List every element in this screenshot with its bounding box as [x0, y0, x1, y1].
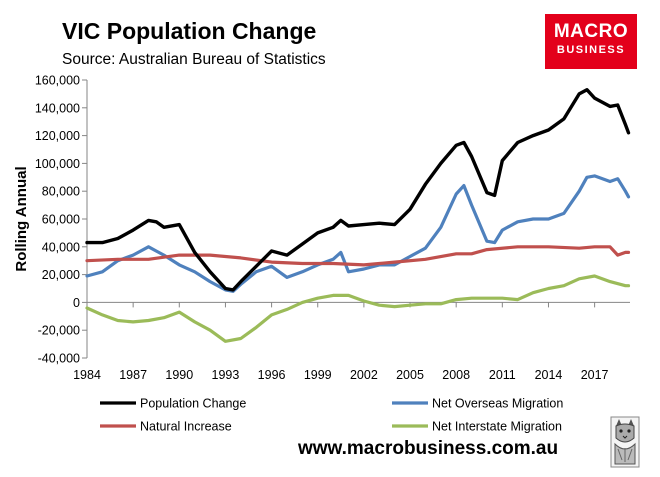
x-tick-label: 2017 — [581, 368, 609, 382]
y-tick-label: 80,000 — [42, 185, 80, 199]
population-change-line — [85, 87, 631, 292]
x-tick-label: 2011 — [489, 368, 516, 382]
y-tick-label: 0 — [73, 296, 80, 310]
x-tick-label: 1996 — [258, 368, 286, 382]
y-tick-label: 140,000 — [35, 101, 80, 115]
logo-line-1: MACRO — [553, 21, 629, 42]
y-axis-title: Rolling Annual — [13, 166, 30, 271]
y-tick-label: 20,000 — [42, 268, 80, 282]
y-tick-label: 40,000 — [42, 240, 80, 254]
x-tick-label: 2005 — [396, 368, 424, 382]
plot-area — [85, 87, 631, 343]
y-tick-label: -20,000 — [38, 324, 80, 338]
legend-label-population-change: Population Change — [140, 397, 246, 411]
x-tick-label: 1990 — [165, 368, 193, 382]
y-tick-label: 100,000 — [35, 157, 80, 171]
net-interstate-migration-line — [85, 274, 631, 343]
legend-label-natural-increase: Natural Increase — [140, 420, 232, 434]
x-tick-label: 1993 — [212, 368, 240, 382]
natural-increase-line — [85, 245, 631, 267]
x-tick-label: 2002 — [350, 368, 378, 382]
chart-subtitle: Source: Australian Bureau of Statistics — [62, 51, 326, 68]
website-url[interactable]: www.macrobusiness.com.au — [298, 438, 559, 459]
x-tick-label: 2008 — [442, 368, 470, 382]
lynx-crest-icon — [610, 416, 640, 468]
macrobusiness-logo[interactable]: MACRO BUSINESS — [545, 14, 637, 69]
x-tick-label: 1987 — [119, 368, 147, 382]
x-tick-label: 1984 — [73, 368, 101, 382]
y-tick-label: -40,000 — [38, 352, 80, 366]
axes: -40,000 -20,000 0 20,000 40,000 60,000 80,000 1… — [13, 74, 630, 382]
y-tick-label: 60,000 — [42, 213, 80, 227]
net-overseas-migration-line — [85, 174, 631, 293]
legend: Population Change Net Overseas Migration N… — [100, 397, 563, 434]
x-tick-label: 1999 — [304, 368, 332, 382]
x-tick-label: 2014 — [535, 368, 563, 382]
y-tick-label: 120,000 — [35, 129, 80, 143]
legend-label-net-interstate-migration: Net Interstate Migration — [432, 420, 562, 434]
legend-label-net-overseas-migration: Net Overseas Migration — [432, 397, 563, 411]
y-tick-label: 160,000 — [35, 74, 80, 88]
chart-title: VIC Population Change — [62, 18, 317, 44]
logo-line-2: BUSINESS — [556, 44, 626, 56]
